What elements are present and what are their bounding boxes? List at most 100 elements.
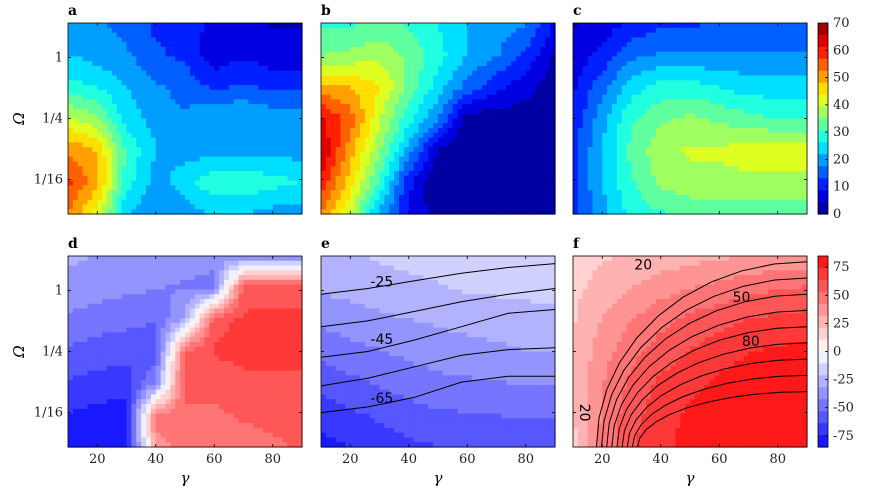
heatmap-cell bbox=[428, 199, 434, 206]
heatmap-cell bbox=[340, 180, 346, 186]
heatmap-cell bbox=[267, 46, 274, 53]
heatmap-cell bbox=[228, 151, 235, 158]
heatmap-cell bbox=[277, 99, 284, 105]
heatmap-cell bbox=[214, 209, 220, 215]
heatmap-cell bbox=[160, 166, 167, 172]
heatmap-cell bbox=[224, 142, 230, 148]
heatmap-cell bbox=[219, 151, 225, 158]
heatmap-cell bbox=[724, 85, 730, 91]
heatmap-cell bbox=[243, 70, 249, 77]
heatmap-cell bbox=[228, 51, 235, 58]
heatmap-cell bbox=[486, 89, 493, 96]
heatmap-cell bbox=[155, 199, 162, 206]
heatmap-cell bbox=[758, 99, 764, 105]
heatmap-cell bbox=[694, 32, 701, 38]
heatmap-cell bbox=[364, 113, 371, 120]
heatmap-cell bbox=[428, 99, 434, 105]
heatmap-cell bbox=[550, 156, 556, 163]
heatmap-cell bbox=[165, 199, 171, 206]
heatmap-cell bbox=[486, 194, 493, 201]
heatmap-cell bbox=[641, 61, 647, 67]
heatmap-cell bbox=[170, 94, 176, 101]
heatmap-cell bbox=[116, 56, 123, 62]
heatmap-cell bbox=[511, 94, 517, 101]
heatmap-cell bbox=[467, 118, 473, 124]
heatmap-cell bbox=[520, 132, 527, 139]
heatmap-cell bbox=[267, 175, 274, 182]
heatmap-cell bbox=[180, 42, 186, 48]
heatmap-cell bbox=[433, 104, 439, 110]
heatmap-cell bbox=[535, 75, 541, 81]
heatmap-cell bbox=[77, 185, 84, 191]
heatmap-cell bbox=[525, 204, 532, 210]
heatmap-cell bbox=[496, 46, 502, 53]
heatmap-cell bbox=[743, 37, 750, 43]
heatmap-cell bbox=[545, 147, 551, 153]
heatmap-cell bbox=[777, 99, 784, 105]
heatmap-cell bbox=[442, 199, 449, 206]
heatmap-cell bbox=[374, 156, 381, 163]
heatmap-cell bbox=[675, 65, 681, 72]
heatmap-cell bbox=[467, 175, 473, 182]
heatmap-cell bbox=[447, 137, 454, 143]
heatmap-cell bbox=[545, 142, 551, 148]
heatmap-cell bbox=[155, 132, 162, 139]
heatmap-cell bbox=[418, 209, 424, 215]
heatmap-cell bbox=[126, 147, 132, 153]
heatmap-cell bbox=[399, 46, 405, 53]
heatmap-cell bbox=[165, 166, 171, 172]
heatmap-cell bbox=[282, 204, 288, 210]
heatmap-cell bbox=[277, 147, 284, 153]
heatmap-cell bbox=[665, 32, 672, 38]
heatmap-cell bbox=[68, 204, 74, 210]
heatmap-cell bbox=[165, 65, 171, 72]
heatmap-cell bbox=[743, 27, 750, 34]
heatmap-cell bbox=[743, 65, 750, 72]
heatmap-cell bbox=[616, 51, 623, 58]
heatmap-cell bbox=[297, 51, 303, 58]
heatmap-cell bbox=[253, 89, 259, 96]
heatmap-cell bbox=[116, 199, 123, 206]
heatmap-cell bbox=[423, 147, 429, 153]
heatmap-cell bbox=[141, 42, 147, 48]
heatmap-cell bbox=[160, 142, 167, 148]
heatmap-cell bbox=[462, 32, 468, 38]
heatmap-cell bbox=[360, 46, 366, 53]
heatmap-cell bbox=[170, 175, 176, 182]
heatmap-cell bbox=[165, 128, 171, 134]
heatmap-cell bbox=[111, 51, 118, 58]
heatmap-cell bbox=[170, 89, 176, 96]
heatmap-cell bbox=[660, 75, 667, 81]
heatmap-cell bbox=[516, 75, 522, 81]
heatmap-cell bbox=[511, 51, 517, 58]
heatmap-cell bbox=[345, 199, 351, 206]
heatmap-cell bbox=[116, 137, 123, 143]
heatmap-cell bbox=[97, 132, 103, 139]
heatmap-cell bbox=[714, 27, 720, 34]
heatmap-cell bbox=[545, 85, 551, 91]
heatmap-cell bbox=[685, 32, 691, 38]
heatmap-cell bbox=[545, 132, 551, 139]
heatmap-cell bbox=[282, 185, 288, 191]
heatmap-cell bbox=[665, 113, 672, 120]
heatmap-cell bbox=[282, 56, 288, 62]
heatmap-cell bbox=[646, 85, 652, 91]
heatmap-cell bbox=[243, 27, 249, 34]
heatmap-cell bbox=[782, 61, 789, 67]
heatmap-cell bbox=[511, 80, 517, 86]
heatmap-cell bbox=[660, 51, 667, 58]
heatmap-cell bbox=[516, 70, 522, 77]
heatmap-cell bbox=[792, 108, 798, 115]
heatmap-cell bbox=[219, 37, 225, 43]
heatmap-cell bbox=[738, 27, 745, 34]
heatmap-cell bbox=[355, 123, 361, 129]
heatmap-cell bbox=[602, 113, 608, 120]
heatmap-cell bbox=[389, 94, 395, 101]
heatmap-cell bbox=[403, 61, 410, 67]
heatmap-cell bbox=[457, 123, 463, 129]
heatmap-cell bbox=[243, 108, 249, 115]
heatmap-cell bbox=[733, 37, 740, 43]
heatmap-cell bbox=[272, 46, 279, 53]
heatmap-cell bbox=[136, 70, 142, 77]
heatmap-cell bbox=[646, 70, 652, 77]
